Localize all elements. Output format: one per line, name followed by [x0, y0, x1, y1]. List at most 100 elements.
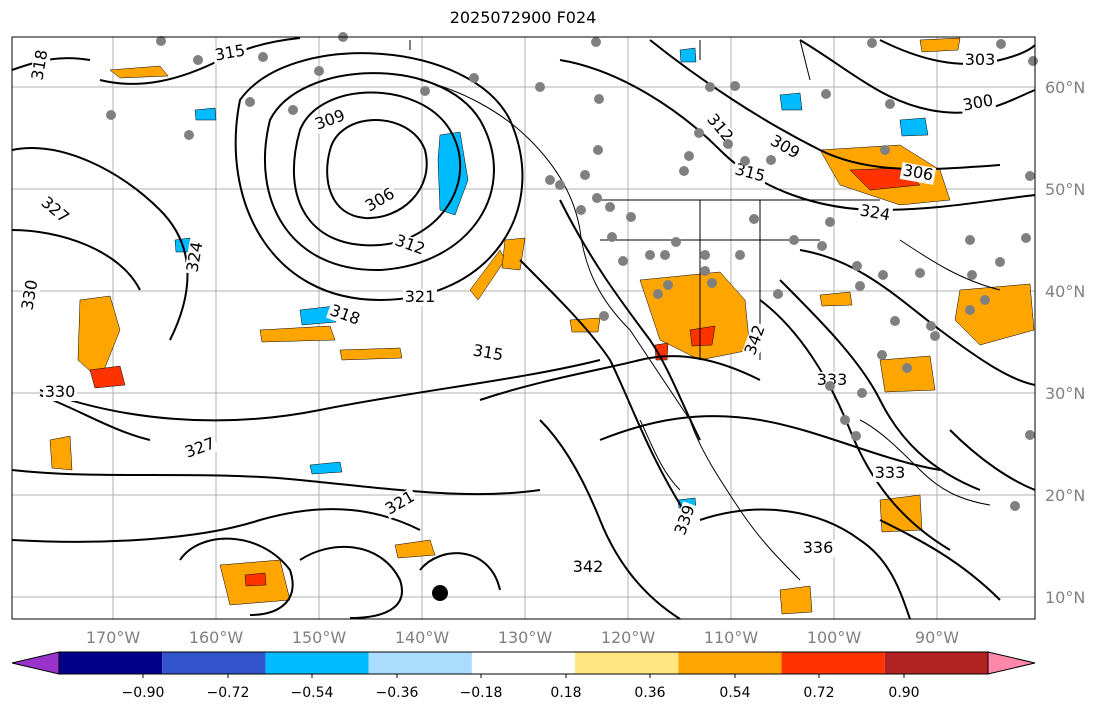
station-dot: [580, 170, 590, 180]
station-dot: [723, 139, 733, 149]
station-dot: [679, 166, 689, 176]
station-dot: [880, 145, 890, 155]
fill-area: [899, 117, 929, 137]
lon-label: 150°W: [292, 628, 347, 647]
contour-line: [39, 359, 601, 422]
contour-labels: 3153183093063123213243273303183153033003…: [17, 40, 997, 576]
fill-area: [339, 347, 403, 361]
contour-label-bg: [325, 301, 364, 330]
contour-line: [11, 469, 541, 496]
fill-area: [779, 585, 813, 615]
fill-area: [689, 325, 716, 347]
contour-label-bg: [741, 321, 770, 360]
station-dot: [1021, 233, 1031, 243]
station-dot: [156, 36, 166, 46]
station-dot: [593, 145, 603, 155]
station-dot: [965, 235, 975, 245]
station-dot: [245, 97, 255, 107]
fill-area: [819, 291, 853, 307]
fill-area: [437, 131, 469, 216]
station-dot: [877, 350, 887, 360]
contour-label-bg: [311, 106, 350, 135]
contour-line: [949, 429, 1036, 491]
lon-label: 160°W: [189, 628, 244, 647]
station-dot: [535, 82, 545, 92]
contour-line: [11, 57, 91, 71]
contour-line: [539, 419, 681, 620]
contour-line: [234, 52, 524, 302]
station-dot: [1025, 430, 1035, 440]
contour-line: [519, 259, 691, 521]
colorbar-outline: [58, 651, 989, 675]
station-dot: [857, 388, 867, 398]
contour-line: [326, 119, 428, 220]
contour-label-bg: [469, 342, 507, 365]
station-dot: [926, 321, 936, 331]
station-dot: [773, 289, 783, 299]
station-dot: [555, 180, 565, 190]
colorbar-segment: [59, 652, 163, 674]
contour-label-bg: [671, 501, 700, 540]
colorbar: [11, 651, 1036, 675]
station-markers: [106, 32, 1038, 601]
fill-area: [569, 317, 601, 333]
contour-line: [11, 229, 141, 291]
contour-label: 321: [405, 287, 436, 306]
colorbar-extend-high: [987, 651, 1036, 675]
station-dot: [106, 110, 116, 120]
contour-label: 342: [573, 557, 604, 576]
contour-label-bg: [361, 184, 400, 217]
coastline: [409, 39, 811, 81]
contour-label-bg: [765, 131, 804, 164]
station-dot: [996, 39, 1006, 49]
colorbar-segment: [162, 652, 266, 674]
contour-label: 333: [875, 463, 906, 482]
lon-label: 130°W: [498, 628, 553, 647]
contour-label: 333: [817, 370, 848, 389]
station-dot: [766, 155, 776, 165]
station-dot: [840, 415, 850, 425]
fill-area: [109, 65, 169, 79]
contour-label-bg: [43, 384, 77, 401]
contour-line: [179, 537, 294, 616]
station-dot: [469, 73, 479, 83]
cyclone-marker: [432, 585, 448, 601]
station-dot: [591, 37, 601, 47]
contour-line: [879, 519, 1001, 601]
colorbar-segment: [575, 652, 679, 674]
station-dot: [592, 193, 602, 203]
contour-label-bg: [801, 540, 835, 557]
contour-label-bg: [963, 52, 997, 69]
contour-label-bg: [815, 372, 849, 389]
station-dot: [700, 266, 710, 276]
station-dot: [730, 81, 740, 91]
station-dot: [1010, 501, 1020, 511]
fill-area: [954, 283, 1035, 346]
contour-label-bg: [959, 92, 997, 115]
station-dot: [1025, 171, 1035, 181]
contour-line: [264, 72, 495, 272]
contour-label: 303: [965, 50, 996, 69]
colorbar-segment: [781, 652, 885, 674]
contour-label-bg: [211, 42, 249, 65]
contour-line: [599, 415, 941, 471]
station-dot: [545, 175, 555, 185]
station-dot: [288, 105, 298, 115]
colorbar-tick-label: 0.18: [550, 685, 581, 701]
station-dot: [915, 268, 925, 278]
contour-label-bg: [36, 192, 74, 228]
contour-label-bg: [29, 46, 52, 84]
colorbar-segment: [265, 652, 369, 674]
station-dot: [902, 363, 912, 373]
colorbar-tick-label: −0.54: [291, 685, 334, 701]
fill-area: [394, 539, 436, 559]
station-dot: [193, 55, 203, 65]
lat-label: 60°N: [1045, 78, 1085, 97]
colorbar-segment: [678, 652, 782, 674]
contour-label-bg: [899, 162, 937, 185]
station-dot: [258, 52, 268, 62]
coastline: [600, 199, 880, 360]
contour-label-bg: [381, 487, 420, 520]
colorbar-tick-label: −0.90: [122, 685, 165, 701]
station-dot: [707, 278, 717, 288]
